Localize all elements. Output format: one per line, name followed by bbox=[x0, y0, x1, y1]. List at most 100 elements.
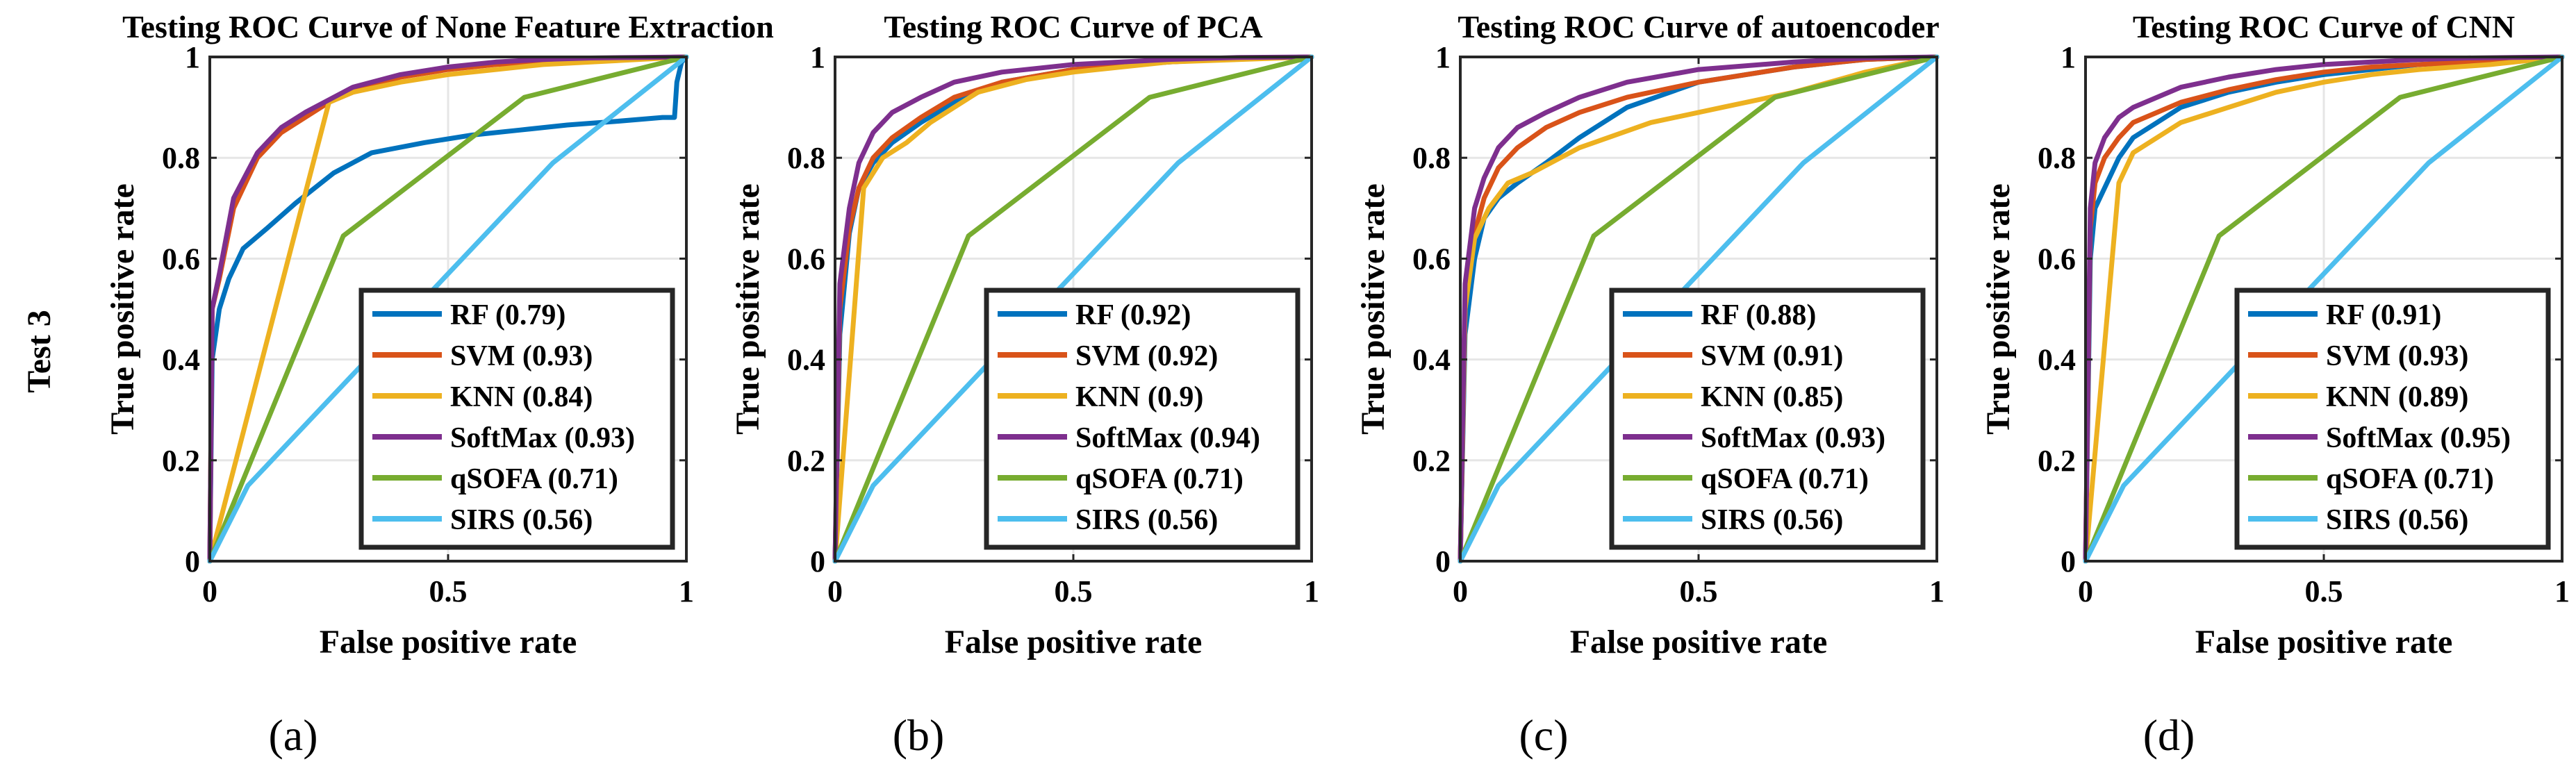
legend-label: SVM (0.93) bbox=[2326, 340, 2468, 372]
y-tick-label: 0 bbox=[2061, 544, 2076, 579]
legend: RF (0.92) SVM (0.92) KNN (0.9) SoftMax (0.9… bbox=[984, 288, 1301, 550]
y-tick-label: 0.2 bbox=[162, 444, 200, 478]
legend: RF (0.79) SVM (0.93) KNN (0.84) SoftMax (0.… bbox=[358, 288, 675, 550]
x-tick-label: 1 bbox=[679, 574, 694, 608]
legend-label: SIRS (0.56) bbox=[1701, 504, 1843, 536]
legend-label: SVM (0.93) bbox=[450, 340, 593, 372]
x-tick-label: 1 bbox=[1304, 574, 1319, 608]
y-tick-label: 0.8 bbox=[2038, 141, 2076, 175]
y-axis-label: True positive rate bbox=[729, 183, 766, 435]
chart-title: Testing ROC Curve of None Feature Extrac… bbox=[122, 9, 774, 44]
legend-label: SoftMax (0.93) bbox=[1701, 422, 1885, 454]
series-line-softmax bbox=[832, 54, 1314, 564]
legend-label: qSOFA (0.71) bbox=[450, 463, 618, 495]
series-line-knn bbox=[2083, 54, 2565, 564]
series-line-svm bbox=[2083, 54, 2565, 564]
y-tick-label: 0.4 bbox=[162, 343, 200, 377]
series-line-qsofa bbox=[207, 54, 689, 564]
x-axis-label: False positive rate bbox=[2195, 624, 2453, 660]
x-tick-label: 1 bbox=[1929, 574, 1945, 608]
legend-label: RF (0.91) bbox=[2326, 299, 2441, 331]
x-tick-label: 0.5 bbox=[1055, 574, 1093, 608]
legend-label: qSOFA (0.71) bbox=[1075, 463, 1244, 495]
legend-box bbox=[1609, 288, 1926, 550]
x-axis-label: False positive rate bbox=[1570, 624, 1828, 660]
series-line-rf bbox=[207, 54, 689, 564]
chart-title: Testing ROC Curve of PCA bbox=[884, 9, 1262, 44]
legend-label: qSOFA (0.71) bbox=[2326, 463, 2494, 495]
y-tick-label: 0.8 bbox=[162, 141, 200, 175]
chart-title: Testing ROC Curve of CNN bbox=[2133, 9, 2515, 44]
x-tick-label: 0 bbox=[2078, 574, 2093, 608]
y-axis-label: True positive rate bbox=[104, 183, 141, 435]
subfigure-caption: (d) bbox=[2143, 710, 2195, 760]
legend-label: SoftMax (0.93) bbox=[450, 422, 635, 454]
y-tick-label: 0.4 bbox=[787, 343, 825, 377]
y-tick-label: 0.4 bbox=[1412, 343, 1451, 377]
legend-label: qSOFA (0.71) bbox=[1701, 463, 1869, 495]
y-tick-label: 0 bbox=[810, 544, 825, 579]
series-line-knn bbox=[207, 54, 689, 564]
y-tick-label: 1 bbox=[185, 40, 200, 74]
x-tick-label: 0 bbox=[827, 574, 843, 608]
subfigure-caption: (b) bbox=[893, 710, 945, 760]
chart-panel-2: 0 0.5 1 0 0.2 0.4 0.6 0.8 1 Testing ROC Curve of … bbox=[729, 9, 1319, 760]
y-tick-label: 0.6 bbox=[1412, 242, 1451, 276]
legend-label: SoftMax (0.95) bbox=[2326, 422, 2511, 454]
legend-label: RF (0.79) bbox=[450, 299, 565, 331]
y-tick-label: 0.4 bbox=[2038, 343, 2076, 377]
legend-label: SoftMax (0.94) bbox=[1075, 422, 1260, 454]
legend-box bbox=[984, 288, 1301, 550]
x-tick-label: 0.5 bbox=[429, 574, 468, 608]
x-tick-label: 0.5 bbox=[2305, 574, 2343, 608]
series-line-qsofa bbox=[832, 54, 1314, 564]
y-tick-label: 1 bbox=[810, 40, 825, 74]
x-axis-label: False positive rate bbox=[320, 624, 577, 660]
y-tick-label: 0.2 bbox=[2038, 444, 2076, 478]
legend-label: KNN (0.9) bbox=[1075, 381, 1203, 413]
y-tick-label: 0.6 bbox=[2038, 242, 2076, 276]
series-line-qsofa bbox=[1458, 54, 1940, 564]
legend-label: KNN (0.84) bbox=[450, 381, 593, 413]
legend-box bbox=[2234, 288, 2551, 550]
series-line-qsofa bbox=[2083, 54, 2565, 564]
legend: RF (0.91) SVM (0.93) KNN (0.89) SoftMax (0.… bbox=[2234, 288, 2551, 550]
chart-title: Testing ROC Curve of autoencoder bbox=[1458, 9, 1939, 44]
y-tick-label: 0.2 bbox=[1412, 444, 1451, 478]
x-tick-label: 1 bbox=[2554, 574, 2570, 608]
y-tick-label: 0.6 bbox=[787, 242, 825, 276]
chart-panel-4: 0 0.5 1 0 0.2 0.4 0.6 0.8 1 Testing ROC Curve of … bbox=[1980, 9, 2570, 760]
series-line-softmax bbox=[1458, 54, 1940, 564]
subfigure-caption: (c) bbox=[1519, 710, 1568, 760]
y-tick-label: 0.8 bbox=[1412, 141, 1451, 175]
y-tick-label: 0.8 bbox=[787, 141, 825, 175]
subfigure-caption: (a) bbox=[268, 710, 317, 760]
row-label: Test 3 bbox=[21, 310, 58, 393]
legend-label: SVM (0.91) bbox=[1701, 340, 1843, 372]
x-tick-label: 0 bbox=[1453, 574, 1468, 608]
legend-label: SVM (0.92) bbox=[1075, 340, 1218, 372]
y-tick-label: 0.2 bbox=[787, 444, 825, 478]
legend-box bbox=[358, 288, 675, 550]
legend-label: SIRS (0.56) bbox=[2326, 504, 2468, 536]
series-line-knn bbox=[832, 54, 1314, 564]
x-axis-label: False positive rate bbox=[945, 624, 1203, 660]
y-tick-label: 1 bbox=[1435, 40, 1451, 74]
y-tick-label: 0 bbox=[185, 544, 200, 579]
y-axis-label: True positive rate bbox=[1980, 183, 2017, 435]
legend-label: KNN (0.89) bbox=[2326, 381, 2468, 413]
series-line-softmax bbox=[207, 54, 689, 564]
legend-label: RF (0.88) bbox=[1701, 299, 1816, 331]
y-tick-label: 0.6 bbox=[162, 242, 200, 276]
legend-label: RF (0.92) bbox=[1075, 299, 1191, 331]
y-tick-label: 1 bbox=[2061, 40, 2076, 74]
x-tick-label: 0 bbox=[202, 574, 217, 608]
legend-label: SIRS (0.56) bbox=[450, 504, 593, 536]
x-tick-label: 0.5 bbox=[1680, 574, 1718, 608]
y-tick-label: 0 bbox=[1435, 544, 1451, 579]
legend-label: SIRS (0.56) bbox=[1075, 504, 1218, 536]
